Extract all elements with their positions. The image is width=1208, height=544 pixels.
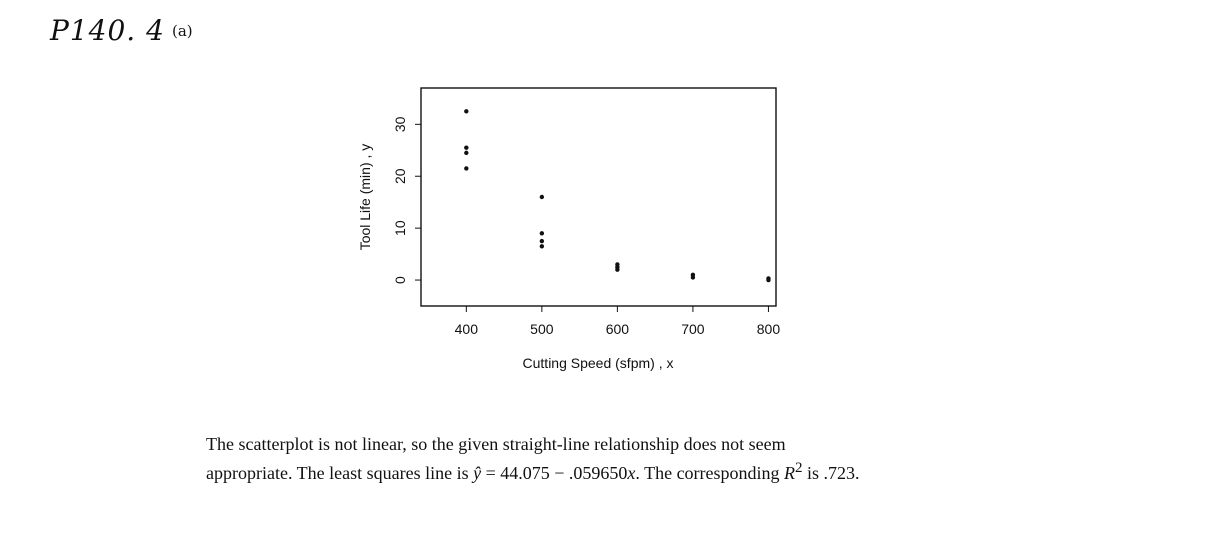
x-tick-label: 700 <box>681 321 705 337</box>
equation: = 44.075 − .059650 <box>481 463 628 483</box>
caption-line-1: The scatterplot is not linear, so the gi… <box>206 434 786 454</box>
caption-line-2-prefix: appropriate. The least squares line is <box>206 463 474 483</box>
data-point <box>539 238 545 244</box>
data-point <box>464 150 469 156</box>
y-tick-label: 10 <box>392 220 408 236</box>
y-tick-label: 0 <box>392 276 408 284</box>
x-axis-label: Cutting Speed (sfpm) , x <box>523 355 674 371</box>
r-symbol: R <box>784 463 796 483</box>
x-symbol: x <box>627 463 636 483</box>
data-point <box>464 109 469 114</box>
part-label: (a) <box>172 22 193 40</box>
y-ticks: 0 10 20 30 <box>392 116 421 284</box>
caption: The scatterplot is not linear, so the gi… <box>206 432 1066 485</box>
y-axis-label: Tool Life (min) , y <box>357 144 373 251</box>
points-layer <box>464 109 771 283</box>
r-superscript: 2 <box>795 460 803 476</box>
data-point <box>766 277 771 283</box>
caption-line-2-suffix: is .723. <box>802 463 860 483</box>
x-tick-label: 800 <box>757 321 781 337</box>
handwritten-problem-label: P140. 4 <box>50 14 165 47</box>
y-tick-label: 30 <box>392 116 408 132</box>
data-point <box>464 166 469 171</box>
data-point <box>539 194 545 200</box>
caption-line-2: appropriate. The least squares line is ŷ… <box>206 456 1066 485</box>
x-tick-label: 500 <box>530 321 554 337</box>
data-point <box>539 231 545 236</box>
data-point <box>464 145 469 150</box>
data-point <box>615 267 620 272</box>
x-tick-label: 400 <box>455 321 479 337</box>
scatter-chart: 400 500 600 700 800 0 10 20 30 Cutting Speed (s… <box>357 87 781 371</box>
y-tick-label: 20 <box>392 168 408 184</box>
data-point <box>690 275 696 280</box>
x-ticks: 400 500 600 700 800 <box>455 306 781 337</box>
plot-frame <box>420 87 777 307</box>
x-tick-label: 600 <box>606 321 630 337</box>
caption-line-2-middle: . The corresponding <box>635 463 785 483</box>
data-point <box>539 244 545 249</box>
yhat-symbol: ŷ <box>473 463 482 483</box>
